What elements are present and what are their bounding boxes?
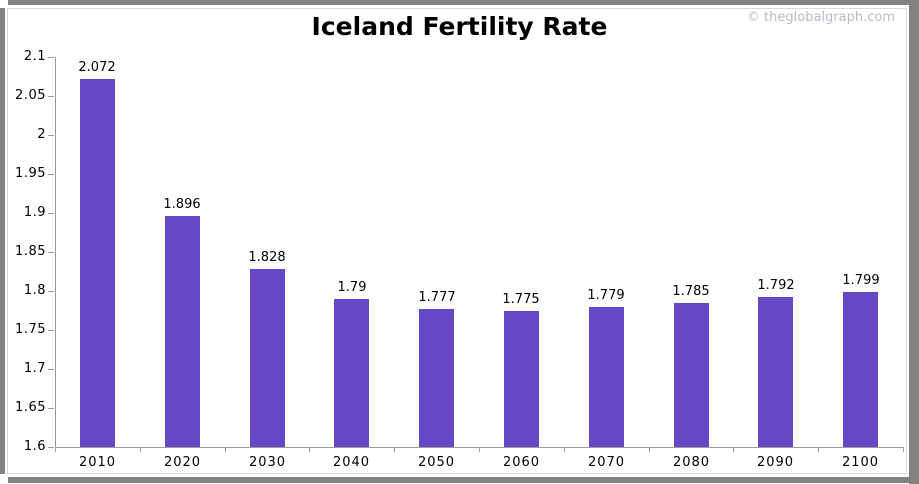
x-axis-category-label: 2070 [587,455,626,470]
y-tick-mark [48,96,54,97]
x-tick-mark [140,448,141,452]
y-tick-mark [48,174,54,175]
x-axis-line [55,447,904,448]
bar-2010 [80,79,115,447]
bar-2060 [504,311,539,447]
x-axis-category-label: 2080 [672,455,711,470]
y-tick-mark [48,408,54,409]
y-tick-mark [48,330,54,331]
y-axis-tick-label: 1.9 [23,205,46,220]
y-tick-mark [48,135,54,136]
y-axis-tick-label: 1.65 [15,400,46,415]
bar-2070 [589,307,624,447]
y-axis-tick-label: 1.8 [23,283,46,298]
bar-value-label: 2.072 [78,60,116,75]
y-axis-tick-label: 2.1 [23,49,46,64]
bar-2050 [419,309,454,447]
bar-value-label: 1.792 [757,278,795,293]
chart-title: Iceland Fertility Rate [311,12,608,41]
x-tick-mark [394,448,395,452]
x-tick-mark [733,448,734,452]
x-tick-mark [564,448,565,452]
bar-value-label: 1.779 [587,288,625,303]
y-axis-line [55,57,56,448]
y-tick-mark [48,252,54,253]
x-axis-category-label: 2040 [332,455,371,470]
bar-2030 [250,269,285,447]
bar-2040 [334,299,369,447]
y-axis-tick-label: 1.85 [15,244,46,259]
x-tick-mark [479,448,480,452]
x-tick-mark [225,448,226,452]
x-tick-mark [903,448,904,452]
watermark-link[interactable]: © theglobalgraph.com [746,10,895,25]
bar-value-label: 1.785 [672,284,710,299]
x-axis-category-label: 2100 [841,455,880,470]
x-tick-mark [649,448,650,452]
y-tick-mark [48,57,54,58]
frame-left-strip [0,8,5,474]
x-axis-category-label: 2020 [163,455,202,470]
y-tick-mark [48,291,54,292]
bar-value-label: 1.828 [248,250,286,265]
bar-value-label: 1.79 [337,280,367,295]
bar-value-label: 1.775 [502,292,540,307]
x-tick-mark [309,448,310,452]
bar-2090 [758,297,793,447]
frame-right-strip [909,0,919,484]
y-axis-tick-label: 1.95 [15,166,46,181]
x-axis-category-label: 2010 [78,455,117,470]
x-tick-mark [818,448,819,452]
y-tick-mark [48,213,54,214]
chart-card [7,8,907,474]
bar-value-label: 1.896 [163,197,201,212]
x-axis-category-label: 2090 [756,455,795,470]
bar-value-label: 1.799 [842,273,880,288]
bar-2100 [843,292,878,447]
frame-top-strip [8,0,919,5]
y-axis-tick-label: 2 [37,127,46,142]
y-axis-tick-label: 1.75 [15,322,46,337]
y-axis-tick-label: 1.7 [23,361,46,376]
bar-2020 [165,216,200,447]
bar-value-label: 1.777 [418,290,456,305]
y-axis-tick-label: 1.6 [23,439,46,454]
x-tick-mark [55,448,56,452]
x-axis-category-label: 2030 [248,455,287,470]
x-axis-category-label: 2050 [417,455,456,470]
y-tick-mark [48,447,54,448]
bar-2080 [674,303,709,447]
y-tick-mark [48,369,54,370]
y-axis-tick-label: 2.05 [15,88,46,103]
frame-bottom-strip [8,477,919,483]
x-axis-category-label: 2060 [502,455,541,470]
